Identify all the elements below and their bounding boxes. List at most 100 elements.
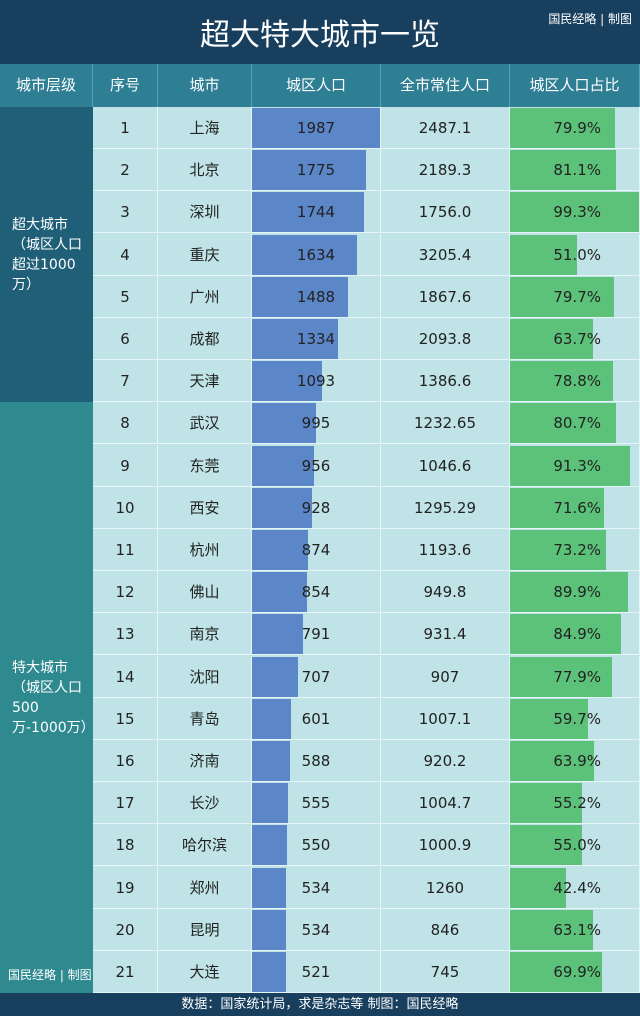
urban-bar — [252, 614, 304, 655]
cell-total: 1004.7 — [381, 782, 510, 825]
ratio-bar — [510, 530, 606, 570]
cell-city: 西安 — [158, 486, 252, 529]
cell-no: 4 — [93, 233, 158, 276]
brand-watermark: 国民经略 | 制图 — [8, 968, 92, 982]
ratio-bar — [510, 319, 594, 359]
column-header: 序号 — [93, 64, 158, 107]
cell-total: 1000.9 — [381, 824, 510, 867]
cell-ratio: 63.9% — [510, 740, 640, 782]
cell-ratio: 78.8% — [510, 360, 640, 403]
cell-no: 18 — [93, 824, 158, 867]
cell-total: 2487.1 — [381, 107, 510, 149]
cell-city: 杭州 — [158, 529, 252, 571]
urban-bar — [252, 319, 339, 359]
cell-no: 17 — [93, 782, 158, 825]
cell-urban: 534 — [252, 908, 381, 951]
cell-no: 6 — [93, 318, 158, 360]
cell-total: 1007.1 — [381, 697, 510, 740]
cell-urban: 555 — [252, 782, 381, 825]
cell-urban: 1334 — [252, 318, 381, 360]
cell-no: 9 — [93, 444, 158, 487]
ratio-bar — [510, 361, 614, 402]
ratio-bar — [510, 150, 617, 191]
cell-city: 佛山 — [158, 571, 252, 614]
cell-urban: 791 — [252, 613, 381, 656]
cell-ratio: 42.4% — [510, 866, 640, 909]
ratio-bar — [510, 614, 622, 655]
urban-bar — [252, 361, 323, 402]
cell-urban: 534 — [252, 866, 381, 909]
urban-bar — [252, 192, 365, 233]
cell-total: 1260 — [381, 866, 510, 909]
table-row: 16 济南 588 920.2 63.9% — [93, 740, 640, 782]
page-title: 超大特大城市一览 — [200, 18, 440, 53]
urban-bar — [252, 825, 288, 866]
cell-ratio: 91.3% — [510, 444, 640, 487]
cell-no: 13 — [93, 613, 158, 656]
cell-urban: 854 — [252, 571, 381, 614]
cell-total: 920.2 — [381, 740, 510, 782]
table-row: 18 哈尔滨 550 1000.9 55.0% — [93, 824, 640, 867]
cell-urban: 1775 — [252, 149, 381, 192]
table-row: 6 成都 1334 2093.8 63.7% — [93, 318, 640, 360]
cell-ratio: 69.9% — [510, 951, 640, 993]
urban-bar — [252, 276, 348, 317]
table-row: 13 南京 791 931.4 84.9% — [93, 613, 640, 656]
ratio-bar — [510, 741, 594, 781]
cell-no: 19 — [93, 866, 158, 909]
cell-total: 949.8 — [381, 571, 510, 614]
cell-city: 广州 — [158, 275, 252, 318]
cell-urban: 995 — [252, 402, 381, 445]
column-header: 全市常住人口 — [381, 64, 510, 107]
ratio-bar — [510, 867, 566, 908]
table-row: 11 杭州 874 1193.6 73.2% — [93, 529, 640, 571]
column-header: 城区人口 — [252, 64, 381, 107]
cell-total: 846 — [381, 908, 510, 951]
cell-urban: 1744 — [252, 191, 381, 234]
cell-urban: 956 — [252, 444, 381, 487]
cell-ratio: 79.9% — [510, 107, 640, 149]
column-header-row: 城市层级 序号 城市 城区人口 全市常住人口 城区人口占比 — [0, 64, 640, 107]
ratio-bar — [510, 403, 616, 444]
ratio-bar — [510, 445, 630, 486]
table-row: 12 佛山 854 949.8 89.9% — [93, 571, 640, 614]
cell-no: 7 — [93, 360, 158, 403]
cell-no: 14 — [93, 655, 158, 698]
ratio-bar — [510, 276, 615, 317]
cell-city: 长沙 — [158, 782, 252, 825]
urban-bar — [252, 783, 288, 824]
cell-total: 907 — [381, 655, 510, 698]
cell-urban: 1634 — [252, 233, 381, 276]
cell-no: 5 — [93, 275, 158, 318]
cell-city: 重庆 — [158, 233, 252, 276]
table-row: 4 重庆 1634 3205.4 51.0% — [93, 233, 640, 276]
cell-urban: 521 — [252, 951, 381, 993]
cell-city: 北京 — [158, 149, 252, 192]
cell-urban: 588 — [252, 740, 381, 782]
cell-city: 昆明 — [158, 908, 252, 951]
cell-urban: 550 — [252, 824, 381, 867]
urban-bar — [252, 234, 358, 275]
urban-bar — [252, 572, 308, 613]
ratio-bar — [510, 698, 589, 739]
ratio-bar — [510, 192, 640, 233]
cell-no: 16 — [93, 740, 158, 782]
table-row: 3 深圳 1744 1756.0 99.3% — [93, 191, 640, 234]
cell-city: 东莞 — [158, 444, 252, 487]
cell-no: 12 — [93, 571, 158, 614]
table-row: 20 昆明 534 846 63.1% — [93, 908, 640, 951]
cell-ratio: 71.6% — [510, 486, 640, 529]
cell-ratio: 79.7% — [510, 275, 640, 318]
cell-total: 1867.6 — [381, 275, 510, 318]
table-row: 1 上海 1987 2487.1 79.9% — [93, 107, 640, 149]
tier-label: 特大城市（城区人口500万-1000万） — [0, 402, 95, 994]
cell-city: 郑州 — [158, 866, 252, 909]
cell-no: 11 — [93, 529, 158, 571]
table-row: 2 北京 1775 2189.3 81.1% — [93, 149, 640, 192]
source-footer: 数据：国家统计局，求是杂志等 制图：国民经略 — [0, 993, 640, 1016]
table-row: 14 沈阳 707 907 77.9% — [93, 655, 640, 698]
ratio-bar — [510, 572, 628, 613]
cell-total: 931.4 — [381, 613, 510, 656]
cell-no: 15 — [93, 697, 158, 740]
cell-ratio: 73.2% — [510, 529, 640, 571]
